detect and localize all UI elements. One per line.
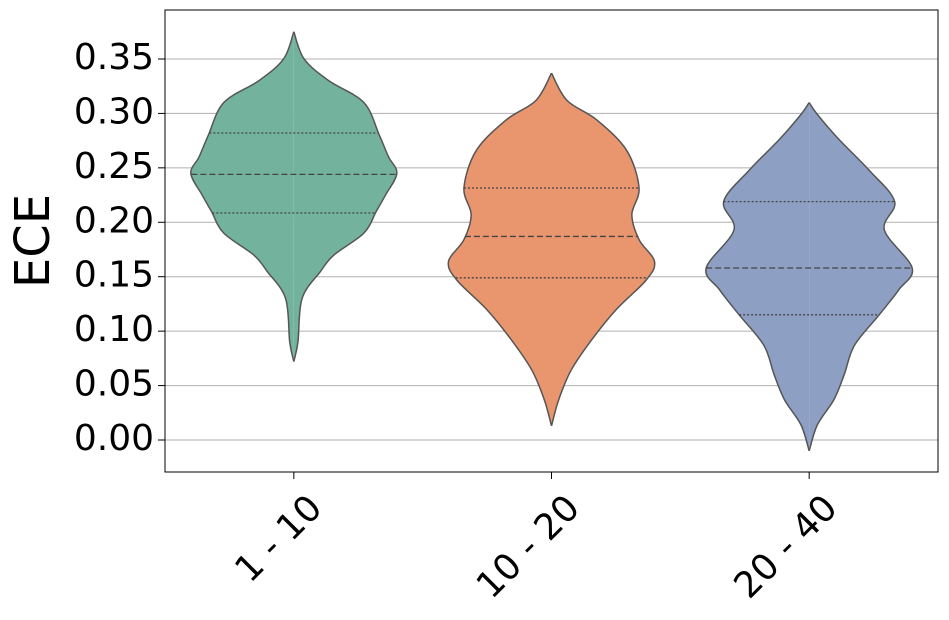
y-tick-label: 0.15 (74, 255, 154, 296)
y-tick-label: 0.05 (74, 364, 154, 405)
violin-half (809, 102, 913, 451)
violin-outline (447, 72, 553, 427)
violin-outline (293, 31, 398, 362)
x-tick-label: 10 - 20 (469, 487, 588, 606)
y-tick-label: 0.35 (74, 37, 154, 78)
x-tick-label: 1 - 10 (227, 487, 330, 590)
y-tick-label: 0.00 (74, 418, 154, 459)
y-tick-label: 0.30 (74, 91, 154, 132)
violin-outline (550, 72, 656, 427)
violin-outline (190, 31, 295, 362)
violin-half (190, 31, 294, 362)
violin-outline (705, 102, 810, 452)
violin-half (551, 73, 655, 426)
violin-half (293, 31, 397, 362)
violin-half (705, 102, 810, 451)
violin-outline (808, 102, 914, 452)
x-tick-label: 20 - 40 (726, 487, 845, 606)
y-tick-label: 0.25 (74, 146, 154, 187)
y-axis-label: ECE (5, 194, 61, 288)
violin-half (448, 73, 552, 426)
y-tick-label: 0.10 (74, 309, 154, 350)
plot-frame (164, 9, 939, 473)
y-tick-label: 0.20 (74, 200, 154, 241)
